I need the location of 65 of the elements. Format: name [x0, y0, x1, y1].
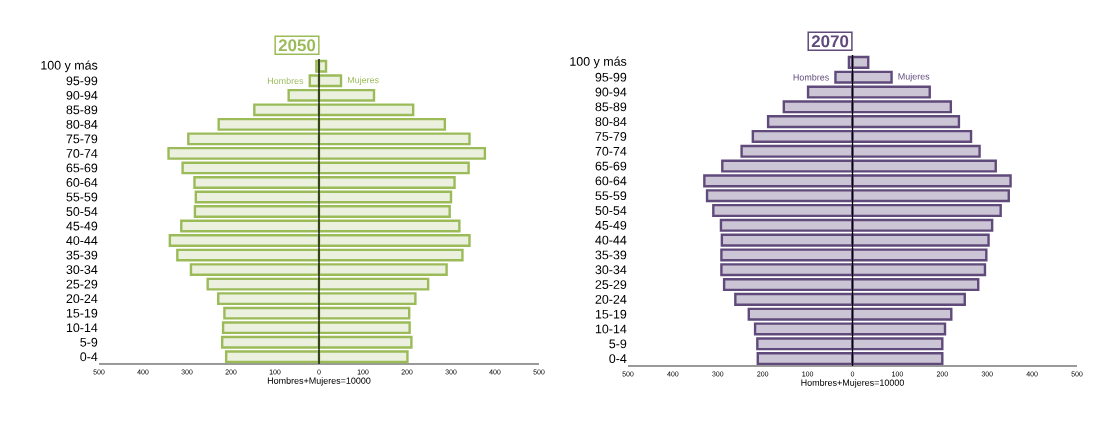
series-label: Hombres: [267, 77, 304, 85]
y-tick-label: 95-99: [595, 72, 627, 82]
series-label: Hombres: [793, 73, 829, 81]
y-tick-label: 70-74: [595, 146, 627, 156]
series-label: Mujeres: [347, 76, 379, 85]
chart-title: 2070: [811, 35, 849, 48]
y-tick-label: 90-94: [595, 87, 627, 97]
y-tick-label: 0-4: [80, 352, 98, 362]
y-tick-label: 5-9: [609, 339, 627, 349]
chart-title: 2050: [278, 39, 316, 52]
y-tick-label: 60-64: [595, 176, 627, 186]
y-tick-label: 100 y más: [41, 60, 98, 73]
bar: [189, 263, 321, 277]
bar: [193, 176, 321, 189]
y-tick-label: 65-69: [66, 163, 98, 173]
bar: [168, 234, 321, 247]
y-tick-label: 30-34: [66, 265, 98, 275]
bar: [317, 190, 453, 204]
y-tick-label: 55-59: [595, 191, 627, 201]
y-tick-label: 45-49: [66, 221, 98, 231]
y-tick-label: 85-89: [66, 105, 98, 115]
bar: [317, 234, 471, 247]
y-tick-label: 80-84: [595, 117, 627, 127]
y-tick-label: 15-19: [595, 309, 627, 319]
bar: [317, 263, 448, 277]
bar: [180, 219, 321, 233]
bar: [317, 176, 456, 189]
bar: [176, 248, 321, 262]
y-tick-label: 50-54: [66, 207, 98, 216]
y-tick-label: 25-29: [595, 280, 627, 289]
y-tick-label: 45-49: [595, 220, 627, 230]
y-tick-label: 10-14: [595, 324, 627, 334]
series-label: Mujeres: [898, 73, 930, 82]
y-tick-label: 85-89: [595, 102, 627, 112]
y-tick-label: 20-24: [66, 294, 98, 304]
y-tick-label: 10-14: [66, 323, 98, 333]
y-tick-label: 70-74: [66, 149, 98, 158]
y-tick-label: 90-94: [66, 90, 98, 100]
y-tick-label: 60-64: [66, 178, 98, 187]
y-tick-label: 75-79: [595, 132, 627, 141]
y-tick-label: 40-44: [595, 235, 627, 245]
y-tick-label: 65-69: [595, 161, 627, 171]
y-tick-label: 5-9: [80, 337, 98, 347]
y-tick-label: 40-44: [66, 236, 98, 245]
y-tick-label: 35-39: [66, 250, 98, 260]
y-tick-label: 55-59: [66, 192, 98, 202]
y-tick-label: 30-34: [595, 265, 627, 275]
y-tick-label: 80-84: [66, 119, 98, 129]
bar: [193, 205, 321, 218]
y-tick-label: 75-79: [66, 134, 98, 144]
y-tick-label: 0-4: [609, 354, 627, 364]
y-tick-label: 100 y más: [570, 56, 627, 69]
bar: [317, 219, 461, 233]
bar: [851, 55, 870, 69]
bar: [317, 248, 464, 262]
x-axis-title: Hombres+Mujeres=10000: [267, 377, 371, 386]
y-tick-label: 20-24: [595, 294, 627, 304]
y-tick-label: 50-54: [595, 206, 627, 215]
y-tick-label: 15-19: [66, 308, 98, 318]
y-tick-label: 25-29: [66, 279, 98, 289]
x-axis-title: Hombres+Mujeres=10000: [801, 379, 904, 388]
bar: [317, 205, 451, 218]
y-tick-label: 95-99: [66, 76, 98, 86]
y-tick-label: 35-39: [595, 250, 627, 260]
bar: [194, 190, 321, 204]
